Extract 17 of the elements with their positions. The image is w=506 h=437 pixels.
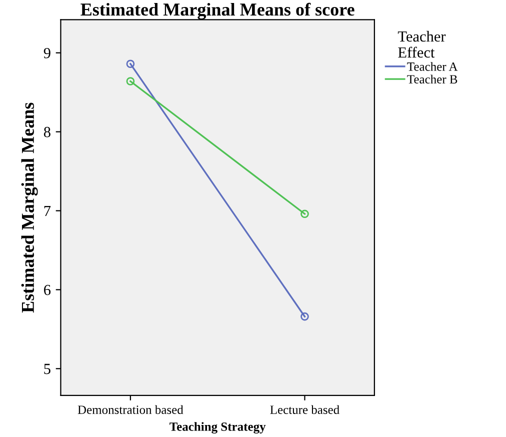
- x-tick-label: Demonstration based: [78, 405, 184, 414]
- chart-title: Estimated Marginal Means of score: [80, 2, 354, 20]
- point: [300, 312, 309, 321]
- legend-title: Teacher Effect: [398, 30, 446, 58]
- point: [300, 210, 309, 218]
- y-axis-title: Estimated Marginal Means: [21, 102, 38, 313]
- y-tick-label: 7: [44, 206, 51, 216]
- y-tick-label: 9: [44, 48, 50, 58]
- y-tick-label: 5: [44, 364, 50, 374]
- x-tick-label: Lecture based: [270, 405, 340, 414]
- y-tick-label: 6: [44, 284, 51, 296]
- x-axis-title: Teaching Strategy: [170, 422, 266, 434]
- point: [126, 60, 135, 68]
- legend-label: Teacher B: [407, 74, 458, 84]
- point: [126, 77, 135, 86]
- y-tick-label: 8: [44, 126, 50, 138]
- legend-label: Teacher A: [407, 62, 458, 71]
